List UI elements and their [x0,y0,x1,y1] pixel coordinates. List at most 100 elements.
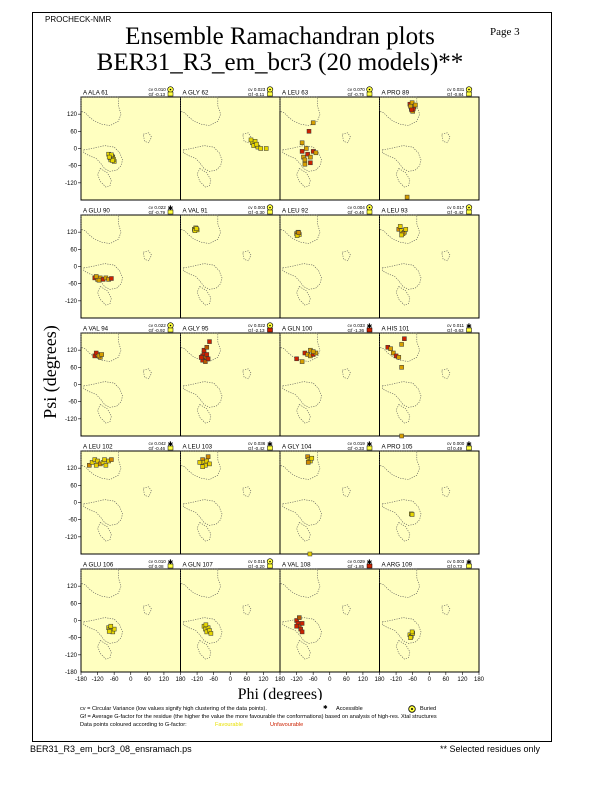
panel-background [279,332,380,437]
residue-label: A GLN 107 [183,562,214,569]
data-point [302,161,308,167]
allowed-region-outline [97,522,112,542]
allowed-region-outline [183,263,223,290]
y-axis-title: Psi (degrees) [40,325,61,418]
x-tick-label: 180 [275,677,286,683]
y-tick-label: 0 [74,619,78,625]
residue-label: A VAL 108 [282,562,311,569]
data-point [201,347,207,353]
data-point [310,120,316,126]
buried-icon-dot [468,206,470,209]
allowed-region-outline [196,168,212,188]
data-point [109,276,114,281]
data-point [399,365,404,370]
gf-value: Gf -0.42 [447,210,464,215]
residue-label: A PRO 105 [382,444,414,451]
data-point [106,629,112,634]
data-point [93,350,99,356]
y-tick-label: 120 [67,348,78,354]
data-point [205,356,211,362]
y-tick-label: 0 [74,501,78,507]
allowed-region-outline [296,404,311,424]
gf-value: Gf -0.42 [248,446,265,451]
gf-value: Gf -0.75 [348,92,365,97]
allowed-region-outline [196,522,212,542]
allowed-region-outline [395,640,411,660]
allowed-region-outline [196,640,212,660]
allowed-region-outline [279,450,321,480]
allowed-region-outline [341,486,351,498]
cv-value: cv 0.003 [248,205,266,210]
gf-value: Gf -0.46 [348,210,365,215]
allowed-region-outline [80,332,122,362]
x-tick-label: 0 [428,677,432,683]
allowed-region-outline [441,486,451,498]
y-tick-label: -120 [65,535,78,541]
cv-value: cv 0.003 [447,559,465,564]
gfactor-swatch [267,327,273,333]
gfactor-swatch [267,209,273,215]
x-tick-label: 120 [159,677,170,683]
x-tick-label: 60 [243,677,250,683]
buried-icon-dot [468,88,470,91]
panel-background [180,450,281,555]
allowed-region-outline [379,332,420,362]
data-point [399,232,404,238]
allowed-region-outline [183,617,223,644]
data-point [299,149,305,154]
allowed-region-outline [83,499,123,526]
data-point [413,102,418,108]
x-tick-label: 60 [343,677,350,683]
accessible-icon: ✱ [466,441,472,449]
allowed-region-outline [180,96,221,126]
legend-colour-text: Data points coloured according to G-fact… [80,722,187,728]
x-tick-label: 0 [328,677,332,683]
legend-buried-icon [408,705,416,717]
data-point [110,158,115,163]
residue-label: A VAL 91 [183,208,209,215]
buried-icon-dot [169,88,172,91]
allowed-region-outline [441,132,451,144]
footer-note: ** Selected residues only [440,744,541,754]
allowed-region-outline [382,145,422,172]
allowed-region-outline [296,286,311,306]
data-point [308,154,313,160]
gfactor-swatch [366,563,373,569]
gf-value: Gf -0.30 [248,210,265,215]
allowed-region-outline [279,214,321,244]
gfactor-swatch [167,327,174,333]
data-point [396,355,402,360]
gf-value: Gf -0.33 [348,446,365,451]
data-point [248,137,254,143]
allowed-region-outline [379,96,420,126]
allowed-region-outline [279,332,321,362]
data-point [93,274,99,279]
data-point [409,629,415,635]
cv-value: cv 0.022 [248,323,266,328]
page-title: Ensemble Ramachandran plots [125,23,435,50]
accessible-icon: ✱ [367,559,373,567]
gf-value: Gf -1.85 [348,564,365,569]
panel-background [279,214,380,319]
legend-accessible-label: Accessible [336,706,363,712]
allowed-region-outline [441,604,451,616]
panel-background [379,332,480,437]
allowed-region-outline [279,96,321,126]
data-point [307,551,313,557]
x-tick-label: 60 [442,677,449,683]
allowed-region-outline [395,522,411,542]
allowed-region-outline [395,404,411,424]
accessible-icon: ✱ [267,441,273,449]
cv-value: cv 0.070 [348,87,366,92]
allowed-region-outline [83,381,123,408]
accessible-icon: ✱ [466,323,472,331]
residue-label: A HIS 101 [382,326,410,333]
legend-cv-text: cv = Circular Variance (low values signi… [80,706,267,712]
